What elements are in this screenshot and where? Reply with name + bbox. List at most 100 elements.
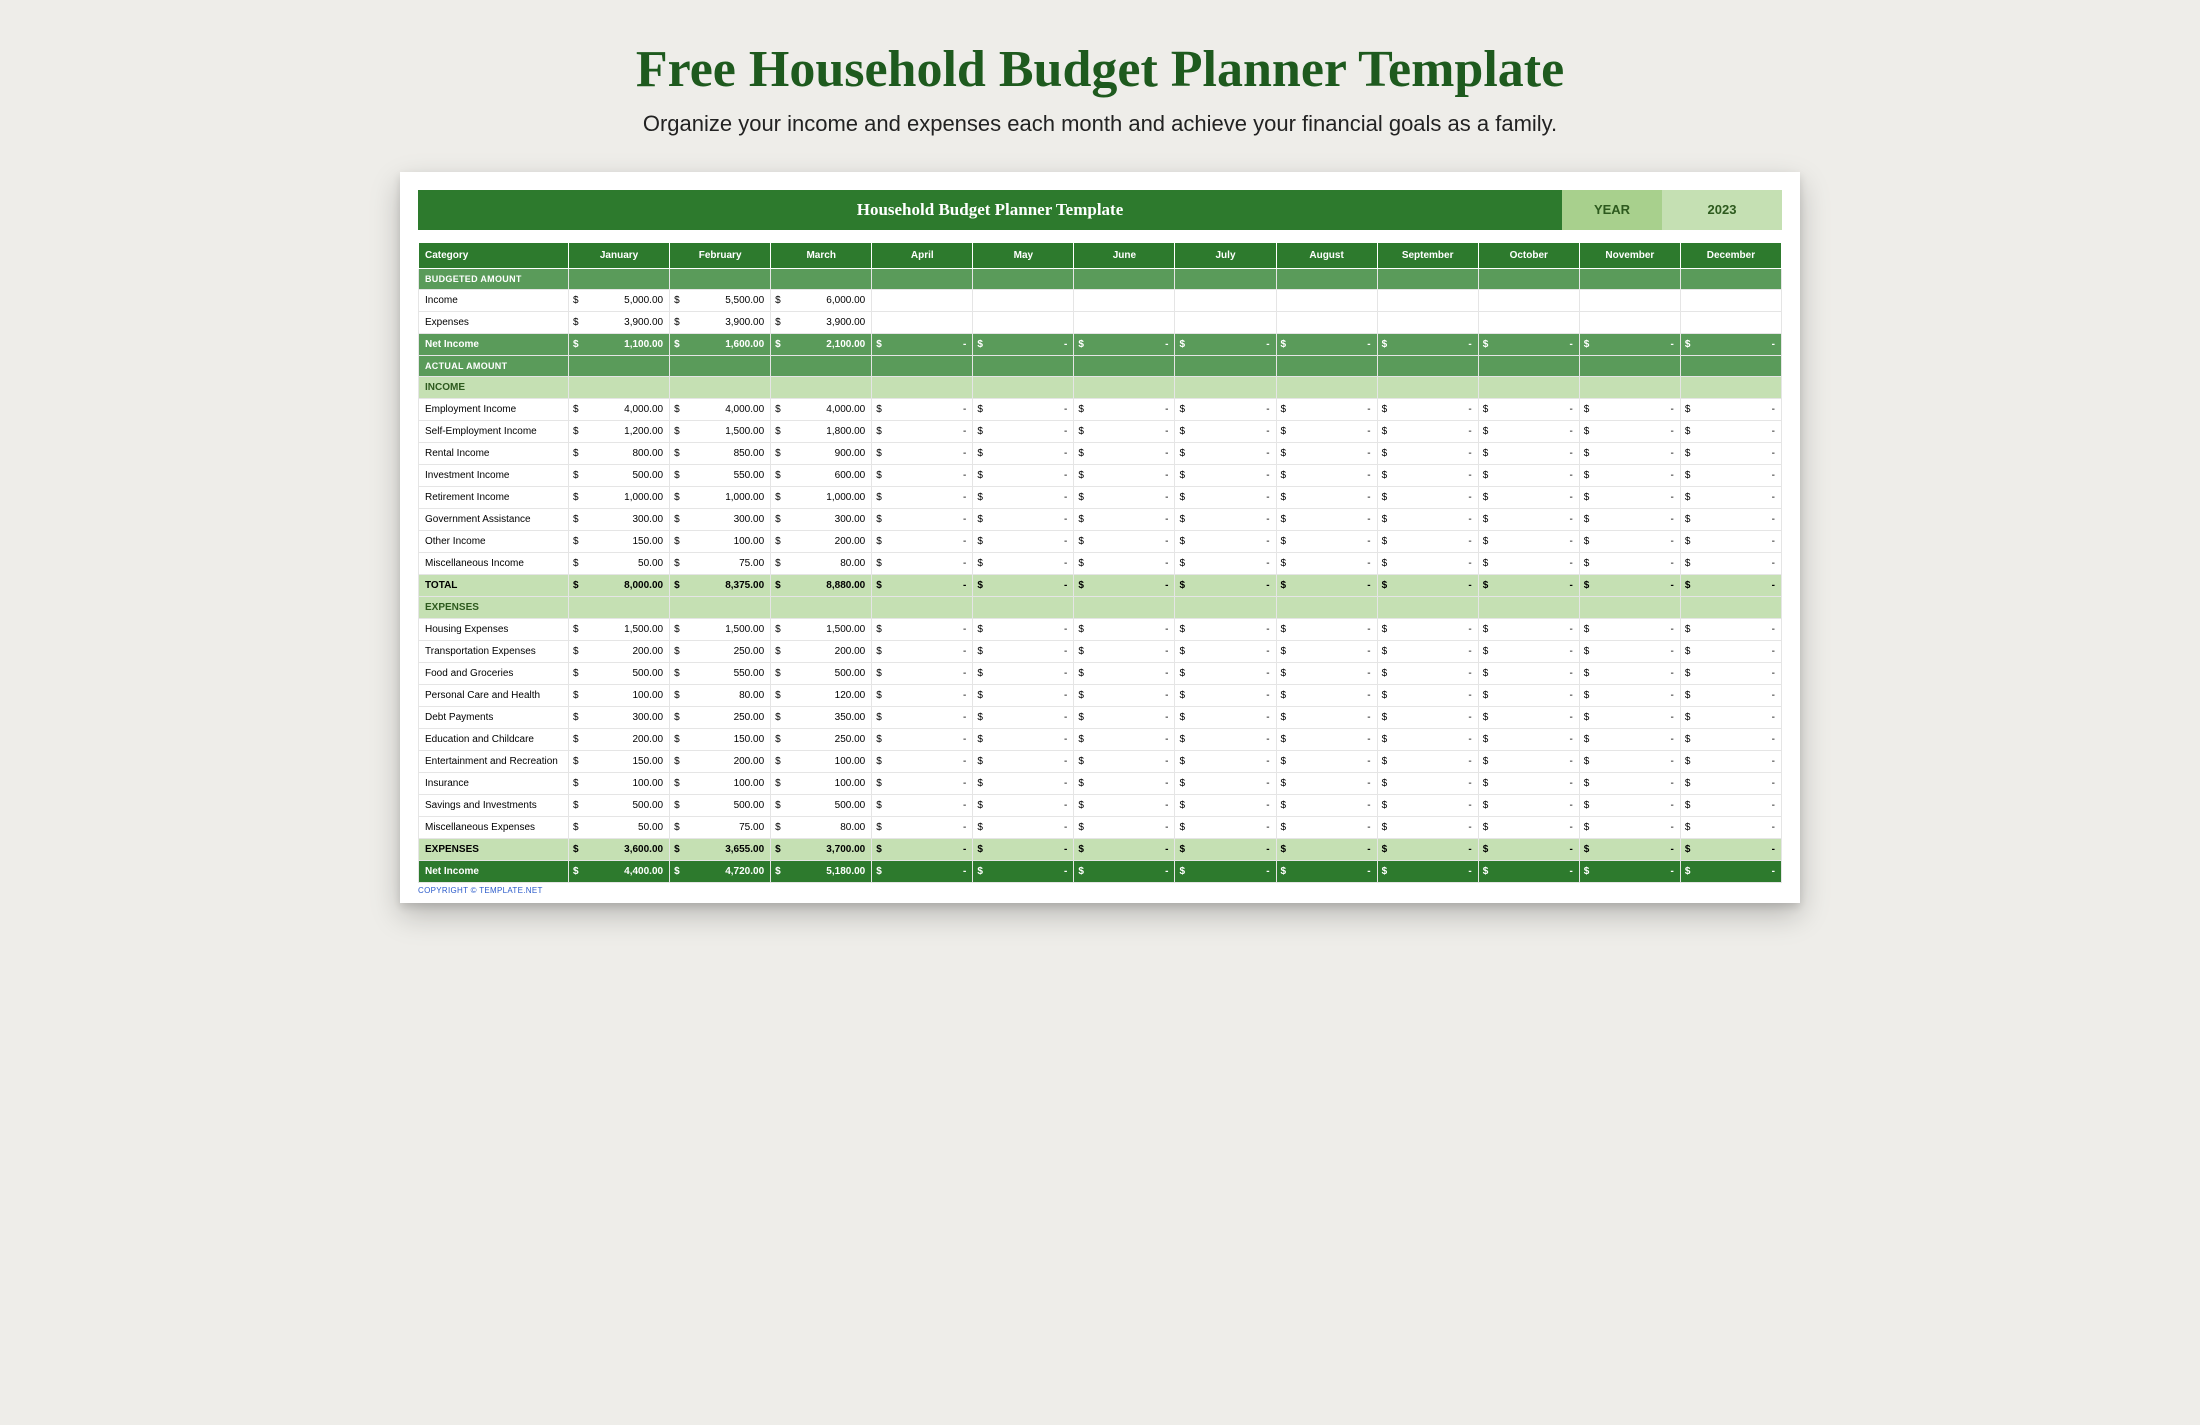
money-cell: $600.00 [771,465,872,487]
money-cell: $6,000.00 [771,290,872,312]
money-cell [1276,312,1377,334]
money-cell: $850.00 [670,443,771,465]
empty-cell [670,597,771,619]
money-cell: $5,500.00 [670,290,771,312]
money-cell: $1,800.00 [771,421,872,443]
money-cell: $- [872,509,973,531]
row-label: Entertainment and Recreation [419,751,569,773]
money-cell: $- [872,421,973,443]
money-cell: $- [1680,773,1781,795]
empty-cell [872,377,973,399]
money-cell: $- [1074,421,1175,443]
money-cell: $3,900.00 [771,312,872,334]
money-cell: $100.00 [771,773,872,795]
money-cell [1680,312,1781,334]
money-cell: $300.00 [771,509,872,531]
money-cell: $150.00 [569,531,670,553]
money-cell: $80.00 [771,553,872,575]
money-cell: $- [1478,795,1579,817]
money-cell: $2,100.00 [771,334,872,356]
money-cell: $- [1579,707,1680,729]
money-cell: $- [872,531,973,553]
money-cell: $- [1074,795,1175,817]
money-cell: $- [1074,509,1175,531]
empty-cell [569,269,670,290]
money-cell: $1,000.00 [670,487,771,509]
money-cell: $- [1377,707,1478,729]
empty-cell [1074,356,1175,377]
row-label: Self-Employment Income [419,421,569,443]
table-row: Retirement Income$1,000.00$1,000.00$1,00… [419,487,1782,509]
money-cell: $- [1175,729,1276,751]
table-row: Self-Employment Income$1,200.00$1,500.00… [419,421,1782,443]
money-cell: $- [1175,861,1276,883]
table-row: Net Income$1,100.00$1,600.00$2,100.00$-$… [419,334,1782,356]
money-cell: $- [1579,861,1680,883]
table-row: Net Income$4,400.00$4,720.00$5,180.00$-$… [419,861,1782,883]
money-cell: $- [1377,421,1478,443]
empty-cell [569,597,670,619]
section-header-row: BUDGETED AMOUNT [419,269,1782,290]
money-cell: $- [1276,817,1377,839]
money-cell: $- [1276,773,1377,795]
money-cell: $- [1680,685,1781,707]
money-cell: $1,100.00 [569,334,670,356]
money-cell: $- [872,487,973,509]
money-cell: $- [1175,795,1276,817]
money-cell: $- [1074,399,1175,421]
money-cell: $500.00 [569,663,670,685]
empty-cell [1175,377,1276,399]
money-cell: $5,180.00 [771,861,872,883]
table-row: Debt Payments$300.00$250.00$350.00$-$-$-… [419,707,1782,729]
money-cell [1680,290,1781,312]
money-cell: $- [1478,861,1579,883]
money-cell: $- [973,553,1074,575]
money-cell: $300.00 [569,509,670,531]
money-cell: $- [973,795,1074,817]
table-row: Food and Groceries$500.00$550.00$500.00$… [419,663,1782,685]
money-cell: $- [1377,773,1478,795]
column-header-month: December [1680,243,1781,269]
money-cell: $550.00 [670,465,771,487]
money-cell: $- [1276,509,1377,531]
empty-cell [1074,597,1175,619]
money-cell: $- [973,443,1074,465]
column-header-month: January [569,243,670,269]
table-row: Housing Expenses$1,500.00$1,500.00$1,500… [419,619,1782,641]
money-cell: $4,000.00 [771,399,872,421]
empty-cell [1478,377,1579,399]
money-cell: $- [1680,575,1781,597]
money-cell: $3,600.00 [569,839,670,861]
money-cell: $- [1074,773,1175,795]
money-cell: $- [1377,553,1478,575]
table-row: Income$5,000.00$5,500.00$6,000.00 [419,290,1782,312]
money-cell: $8,375.00 [670,575,771,597]
money-cell: $800.00 [569,443,670,465]
money-cell: $- [1579,773,1680,795]
money-cell: $- [1276,707,1377,729]
money-cell: $- [1276,443,1377,465]
empty-cell [1276,377,1377,399]
money-cell [973,290,1074,312]
money-cell: $- [1074,334,1175,356]
money-cell: $- [1074,663,1175,685]
money-cell: $8,000.00 [569,575,670,597]
money-cell: $4,400.00 [569,861,670,883]
money-cell: $- [872,465,973,487]
money-cell: $- [1175,817,1276,839]
money-cell: $- [1377,443,1478,465]
empty-cell [1276,356,1377,377]
table-row: TOTAL$8,000.00$8,375.00$8,880.00$-$-$-$-… [419,575,1782,597]
money-cell: $- [1579,531,1680,553]
row-label: Employment Income [419,399,569,421]
banner-year-label: YEAR [1562,190,1662,230]
money-cell: $- [1377,795,1478,817]
table-row: Transportation Expenses$200.00$250.00$20… [419,641,1782,663]
money-cell: $- [1478,531,1579,553]
money-cell: $- [1276,685,1377,707]
empty-cell [670,269,771,290]
money-cell: $- [1579,839,1680,861]
money-cell [1579,312,1680,334]
empty-cell [1579,597,1680,619]
money-cell: $- [1680,443,1781,465]
